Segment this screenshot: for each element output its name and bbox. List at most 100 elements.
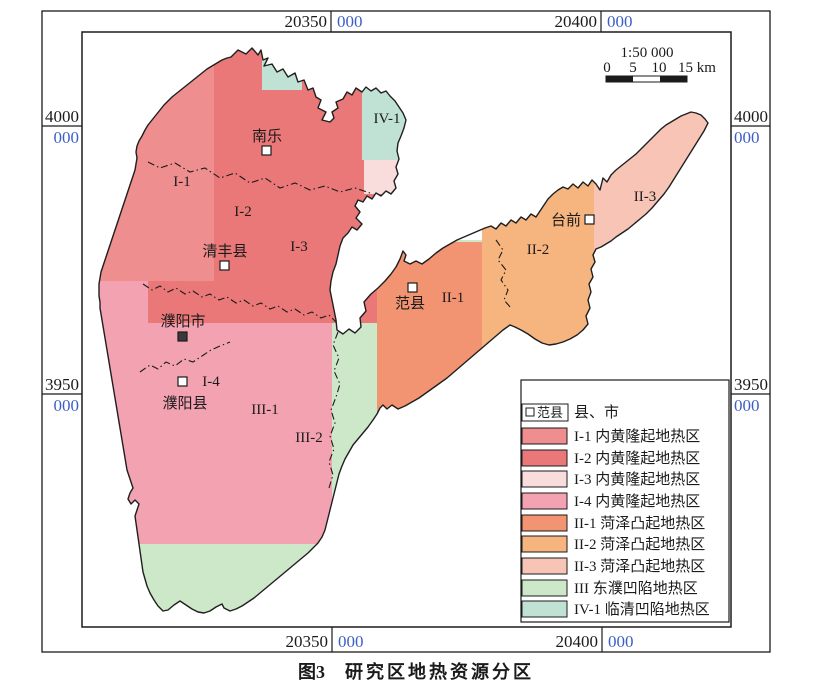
scale-ratio: 1:50 000: [621, 45, 674, 61]
outer-border: [41, 10, 771, 653]
zone-ii1-fill: [377, 242, 482, 412]
map-frame: [81, 31, 732, 628]
legend-label-iii: III 东濮凹陷地热区: [574, 580, 698, 597]
figure-caption: 图3 研究区地热资源分区: [298, 661, 534, 682]
legend-label-i2: I-2 内黄隆起地热区: [574, 450, 700, 467]
legend-label-i3: I-3 内黄隆起地热区: [574, 471, 700, 488]
city-marker-puyang-county: [177, 376, 188, 387]
zone-iv1-notch-fill: [262, 48, 302, 90]
zone-label-i3: I-3: [290, 239, 308, 255]
zone-i3-fill: [364, 160, 406, 194]
grid-top-x2-main: 20400: [555, 12, 598, 31]
grid-bottom-x1-sub: 000: [338, 632, 364, 651]
legend-swatch-i4: [521, 492, 568, 510]
grid-right-y1-sub: 000: [734, 128, 760, 147]
grid-bottom-x2-sub: 000: [608, 632, 634, 651]
legend-swatch-i2: [521, 449, 568, 467]
legend-swatch-ii3: [521, 557, 568, 575]
city-marker-taiqian: [584, 214, 595, 225]
zone-i1-fill: [99, 48, 214, 281]
legend-swatch-ii2: [521, 535, 568, 553]
city-label-fanxian: 范县: [395, 295, 425, 312]
grid-left-y1-sub: 000: [54, 128, 80, 147]
scale-bar-seg3: [660, 76, 687, 82]
study-area-outline: [98, 47, 709, 614]
legend-row-i1: I-1 内黄隆起地热区: [521, 427, 700, 445]
zone-label-ii3: II-3: [634, 189, 657, 205]
boundary-line-ii2: [495, 239, 512, 309]
legend-label-ii1: II-1 菏泽凸起地热区: [574, 515, 705, 532]
legend-label-iv1: IV-1 临清凹陷地热区: [574, 601, 710, 618]
zone-i4-fill-w: [99, 276, 150, 544]
zone-ii3-fill: [594, 106, 708, 256]
city-label-puyang-city: 濮阳市: [160, 313, 205, 330]
caption-number: 图3: [298, 662, 325, 682]
scale-bar-seg1: [606, 76, 633, 82]
legend-swatch-iii: [521, 579, 568, 597]
legend-swatch-ii1: [521, 514, 568, 532]
city-marker-puyang-city: [177, 331, 188, 342]
legend-row-ii2: II-2 菏泽凸起地热区: [521, 535, 705, 553]
zone-code-labels: I-1 I-2 I-3 I-4 II-1 II-2 II-3 III-1 III…: [173, 111, 656, 446]
boundary-line-middle: [142, 283, 337, 323]
grid-bottom-x2-main: 20400: [556, 632, 599, 651]
legend-row-city: 范县 县、市: [521, 403, 619, 422]
grid-bottom-x1-main: 20350: [286, 632, 329, 651]
legend-row-i2: I-2 内黄隆起地热区: [521, 449, 700, 467]
zone-label-iii1: III-1: [251, 402, 278, 418]
grid-left-y2-sub: 000: [54, 396, 80, 415]
city-label-nanle: 南乐: [252, 128, 282, 145]
zone-label-i4: I-4: [202, 374, 220, 390]
grid-right-y1-main: 4000: [734, 107, 768, 126]
legend-label-i1: I-1 内黄隆起地热区: [574, 428, 700, 445]
zone-label-iv1: IV-1: [374, 111, 401, 127]
scale-tick-15km: 15 km: [678, 60, 716, 76]
grid-top-x2-sub: 000: [607, 12, 633, 31]
legend-row-iii: III 东濮凹陷地热区: [521, 579, 698, 597]
zone-label-ii1: II-1: [442, 290, 465, 306]
scale-tick-10: 10: [652, 60, 667, 76]
legend-swatch-i3: [521, 470, 568, 488]
grid-labels: 20350 000 20400 000 20350 000 20400 000 …: [42, 11, 770, 652]
legend-swatch-i1: [521, 427, 568, 445]
boundary-line-north: [147, 161, 371, 194]
zone-label-i2: I-2: [234, 204, 252, 220]
grid-top-x1-main: 20350: [285, 12, 328, 31]
boundary-line-puyang: [139, 341, 231, 373]
legend-city-label: 县、市: [574, 404, 619, 421]
city-marker-nanle: [261, 145, 272, 156]
scale-bar: 1:50 000 0 5 10 15 km: [603, 45, 716, 83]
legend: 范县 县、市 I-1 内黄隆起地热区 I-2 内黄隆起地热区 I-3 内黄隆起地…: [520, 379, 730, 623]
zone-label-ii2: II-2: [527, 242, 550, 258]
scale-tick-5: 5: [629, 60, 637, 76]
legend-label-ii2: II-2 菏泽凸起地热区: [574, 536, 705, 553]
grid-right-y2-main: 3950: [734, 375, 768, 394]
zone-i4-fill-e: [148, 322, 332, 544]
city-label-puyang-county: 濮阳县: [162, 395, 207, 412]
legend-label-i4: I-4 内黄隆起地热区: [574, 493, 700, 510]
caption-title: 研究区地热资源分区: [345, 661, 534, 682]
grid-left-y1-main: 4000: [45, 107, 79, 126]
city-marker-fanxian: [407, 282, 418, 293]
legend-city-symbol-text: 范县: [537, 405, 563, 420]
grid-top-x1-sub: 000: [337, 12, 363, 31]
legend-row-ii3: II-3 菏泽凸起地热区: [521, 557, 705, 575]
legend-city-square-icon: [525, 407, 535, 417]
city-marker-qingfeng: [219, 260, 230, 271]
scale-tick-0: 0: [603, 60, 611, 76]
city-markers: 南乐 清丰县 濮阳市 濮阳县 范县 台前: [160, 128, 595, 412]
grid-right-y2-sub: 000: [734, 396, 760, 415]
admin-boundary-lines: [139, 161, 512, 489]
zone-label-i1: I-1: [173, 174, 191, 190]
legend-row-i4: I-4 内黄隆起地热区: [521, 492, 700, 510]
city-label-taiqian: 台前: [551, 212, 581, 229]
city-label-qingfeng: 清丰县: [202, 243, 247, 260]
grid-left-y2-main: 3950: [45, 375, 79, 394]
legend-swatch-iv1: [521, 600, 568, 618]
legend-row-i3: I-3 内黄隆起地热区: [521, 470, 700, 488]
legend-row-ii1: II-1 菏泽凸起地热区: [521, 514, 705, 532]
zone-label-iii2: III-2: [295, 430, 322, 446]
legend-row-iv1: IV-1 临清凹陷地热区: [521, 600, 710, 618]
